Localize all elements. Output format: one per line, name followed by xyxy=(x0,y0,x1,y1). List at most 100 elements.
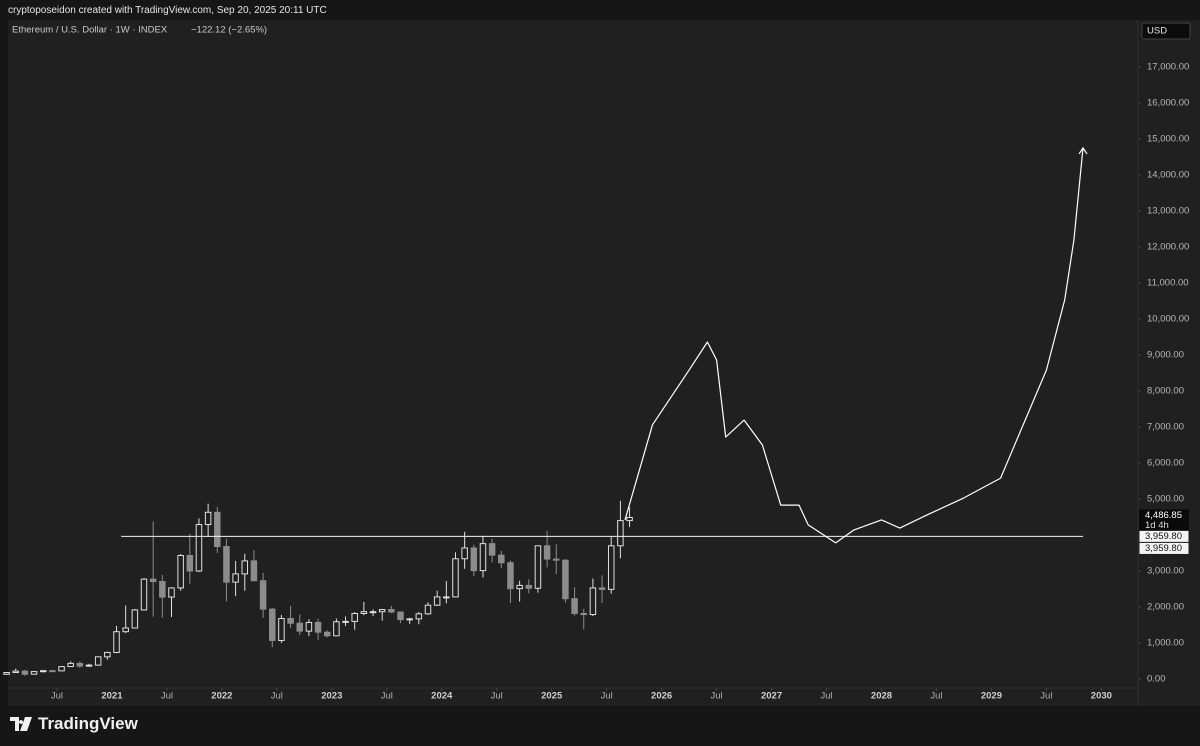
candle-body xyxy=(562,559,569,600)
candle-body xyxy=(223,546,230,583)
candle-body xyxy=(186,555,194,572)
candle-body xyxy=(598,587,606,590)
candle-body xyxy=(39,670,47,673)
candle-body xyxy=(67,662,74,668)
candle-body xyxy=(250,560,258,582)
candle-body xyxy=(131,609,139,629)
candle-body xyxy=(543,545,551,560)
x-tick-label: Jul xyxy=(820,691,832,702)
candle-body xyxy=(21,670,29,675)
x-tick-label: 2022 xyxy=(211,691,232,702)
brand-name: TradingView xyxy=(38,714,138,733)
candle-body xyxy=(525,584,533,589)
x-tick-label: Jul xyxy=(601,691,613,702)
candle-body xyxy=(333,621,340,637)
level-price-box xyxy=(1138,541,1190,555)
candle-body xyxy=(488,543,496,556)
x-tick-label: Jul xyxy=(161,691,173,702)
y-tick-label: 14,000.00 xyxy=(1147,169,1189,180)
candle-body xyxy=(433,596,441,606)
y-tick-label: 17,000.00 xyxy=(1147,61,1189,72)
candle-body xyxy=(507,562,514,590)
symbol-title: Ethereum / U.S. Dollar · 1W · INDEX xyxy=(12,25,168,36)
x-tick-label: Jul xyxy=(271,691,283,702)
last-price-box xyxy=(1139,509,1189,532)
candle-body xyxy=(397,611,404,621)
candle-body xyxy=(360,611,368,614)
candle-body xyxy=(571,598,578,614)
candle-body xyxy=(195,524,203,572)
candle-body xyxy=(305,621,313,632)
last-price-label: 4,486.85 xyxy=(1145,510,1182,521)
candle-body xyxy=(204,511,212,526)
x-tick-label: Jul xyxy=(711,691,723,702)
x-tick-label: 2024 xyxy=(431,691,453,702)
x-tick-label: 2030 xyxy=(1091,691,1112,702)
x-tick-label: 2027 xyxy=(761,691,782,702)
candle-body xyxy=(140,578,148,611)
candle-body xyxy=(76,662,84,667)
x-tick-label: Jul xyxy=(381,691,393,702)
x-tick-label: 2025 xyxy=(541,691,563,702)
x-tick-label: Jul xyxy=(930,691,942,702)
candle-body xyxy=(104,651,111,658)
candle-body xyxy=(113,631,120,653)
candle-body xyxy=(58,666,65,672)
y-tick-label: 10,000.00 xyxy=(1147,313,1189,324)
candle-body xyxy=(479,543,487,572)
candle-body xyxy=(122,627,129,633)
candle-body xyxy=(314,621,322,633)
plot-area xyxy=(8,20,1138,706)
level-price-label: 3,959.80 xyxy=(1145,531,1182,542)
price-axis xyxy=(1138,20,1200,706)
candle-body xyxy=(369,611,377,614)
x-tick-label: 2023 xyxy=(321,691,342,702)
brand: TradingView xyxy=(10,714,138,734)
candle-body xyxy=(3,672,10,675)
candle-body xyxy=(607,545,615,590)
y-tick-label: 0.00 xyxy=(1147,674,1166,685)
y-tick-label: 2,000.00 xyxy=(1147,602,1184,613)
y-tick-label: 6,000.00 xyxy=(1147,457,1184,468)
y-tick-label: 7,000.00 xyxy=(1147,421,1184,432)
candle-body xyxy=(12,670,19,674)
y-tick-label: 16,000.00 xyxy=(1147,97,1189,108)
candle-body xyxy=(443,596,450,599)
y-tick-label: 1,000.00 xyxy=(1147,638,1184,649)
candle-body xyxy=(259,580,267,610)
y-tick-label: 13,000.00 xyxy=(1147,205,1189,216)
x-tick-label: 2028 xyxy=(871,691,892,702)
y-tick-label: 5,000.00 xyxy=(1147,493,1184,504)
candle-body xyxy=(470,547,478,572)
candle-body xyxy=(149,578,157,583)
candle-body xyxy=(617,520,624,547)
currency[interactable]: USD xyxy=(1147,26,1167,37)
candle-body xyxy=(278,618,285,641)
candle-body xyxy=(580,612,587,616)
candle-body xyxy=(461,547,468,560)
x-tick-label: Jul xyxy=(491,691,503,702)
currency-box[interactable] xyxy=(1141,22,1191,40)
level-price-label: 3,959.80 xyxy=(1145,543,1182,554)
countdown-label: 1d 4h xyxy=(1145,520,1169,531)
candle-body xyxy=(516,584,523,590)
y-tick-label: 8,000.00 xyxy=(1147,385,1184,396)
y-tick-label: 15,000.00 xyxy=(1147,133,1189,144)
candle-body xyxy=(296,622,303,632)
y-tick-label: 3,000.00 xyxy=(1147,566,1184,577)
candle-body xyxy=(159,581,166,598)
x-tick-label: 2026 xyxy=(651,691,672,702)
brand-logo xyxy=(10,717,32,731)
candle-body xyxy=(49,670,56,673)
projection-line xyxy=(624,147,1084,544)
y-tick-label: 11,000.00 xyxy=(1147,277,1189,288)
candle-body xyxy=(177,555,184,589)
candle-body xyxy=(415,613,423,620)
candle-body xyxy=(287,618,294,624)
candle-body xyxy=(85,664,93,667)
candle-body xyxy=(424,604,432,615)
candle-body xyxy=(342,620,349,623)
candle-body xyxy=(589,587,597,616)
